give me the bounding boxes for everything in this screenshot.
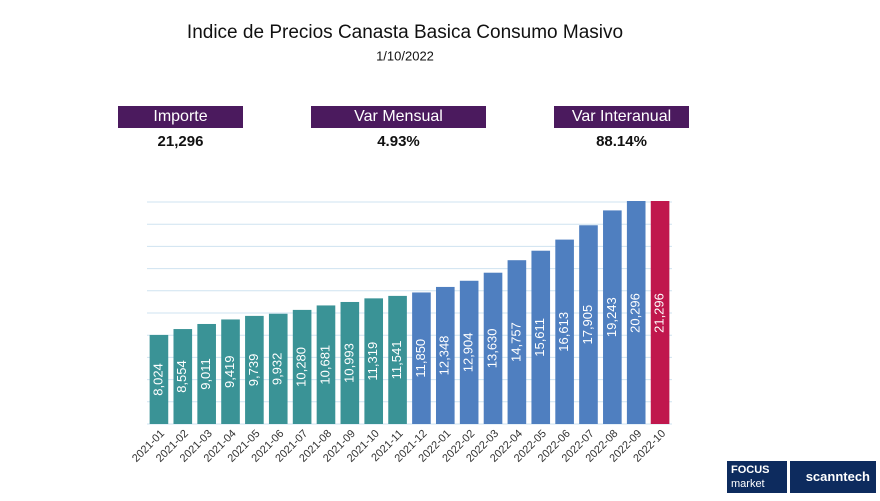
value-label: 21,296 xyxy=(652,293,667,333)
chart-subtitle: 1/10/2022 xyxy=(376,48,434,63)
value-label: 10,280 xyxy=(294,347,309,387)
bar xyxy=(650,201,670,424)
logo-text: FOCUS xyxy=(731,464,770,476)
value-label: 12,904 xyxy=(461,333,476,373)
value-label: 8,024 xyxy=(150,363,165,396)
kpi-value: 4.93% xyxy=(377,133,420,150)
value-label: 20,296 xyxy=(628,293,643,333)
bar xyxy=(483,272,503,424)
bar xyxy=(531,250,551,424)
bar xyxy=(555,239,574,424)
value-label: 13,630 xyxy=(484,328,499,368)
bar xyxy=(388,295,407,424)
bar xyxy=(579,225,598,424)
bar xyxy=(316,305,336,424)
bar xyxy=(459,280,479,424)
logo-text: scanntech xyxy=(805,469,870,484)
bar xyxy=(221,319,240,424)
value-label: 14,757 xyxy=(508,322,523,362)
bar xyxy=(245,315,264,424)
value-label: 19,243 xyxy=(604,297,619,337)
chart-title: Indice de Precios Canasta Basica Consumo… xyxy=(187,22,623,43)
value-label: 9,739 xyxy=(246,354,261,387)
bar xyxy=(364,298,384,424)
focus-logo: FOCUS market xyxy=(727,461,787,493)
value-label: 16,613 xyxy=(556,312,571,352)
kpi-label: Var Mensual xyxy=(311,106,486,128)
kpi-label: Var Interanual xyxy=(554,106,689,128)
value-label: 8,554 xyxy=(174,360,189,393)
value-label: 9,932 xyxy=(270,353,285,386)
kpi-label: Importe xyxy=(118,106,243,128)
bar xyxy=(507,260,527,424)
bar xyxy=(149,334,169,424)
bar xyxy=(603,210,622,424)
value-label: 10,681 xyxy=(317,345,332,385)
kpi-value: 88.14% xyxy=(596,133,647,150)
value-label: 9,419 xyxy=(222,355,237,388)
bar xyxy=(626,201,646,424)
value-label: 12,348 xyxy=(437,336,452,376)
bar xyxy=(412,292,431,424)
value-label: 11,850 xyxy=(413,339,428,378)
bar xyxy=(268,313,288,424)
bar xyxy=(292,309,312,424)
bar xyxy=(173,329,193,424)
value-label: 11,319 xyxy=(365,342,380,381)
bar xyxy=(435,286,455,424)
bar xyxy=(197,323,216,424)
kpi-value: 21,296 xyxy=(157,133,204,150)
bar xyxy=(340,301,360,424)
value-label: 17,905 xyxy=(580,305,595,345)
value-label: 15,611 xyxy=(532,318,547,357)
value-label: 11,541 xyxy=(389,341,404,380)
logo-text: market xyxy=(731,478,765,490)
value-label: 9,011 xyxy=(198,358,213,390)
value-label: 10,993 xyxy=(341,343,356,383)
scanntech-logo: scanntech xyxy=(790,461,876,493)
